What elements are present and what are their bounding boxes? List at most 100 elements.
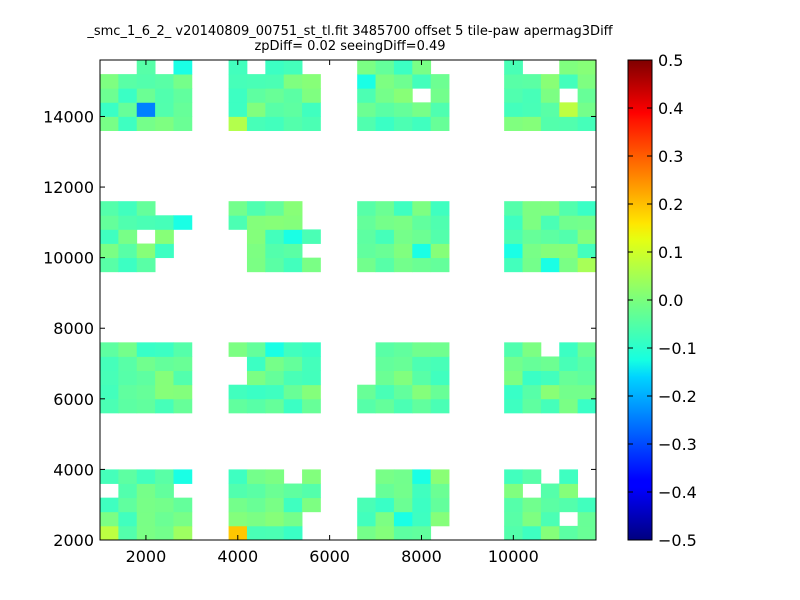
heatmap-cell xyxy=(412,483,432,499)
heatmap-cell xyxy=(265,384,285,400)
heatmap-cell xyxy=(559,384,579,400)
heatmap-cell xyxy=(246,398,266,414)
heatmap-cell xyxy=(559,398,579,414)
heatmap-cell xyxy=(559,102,579,117)
heatmap-cell xyxy=(504,215,523,230)
heatmap-cell xyxy=(246,257,266,273)
heatmap-cell xyxy=(155,243,174,259)
heatmap-cell xyxy=(136,60,156,75)
heatmap-cell xyxy=(393,88,413,103)
heatmap-cell xyxy=(246,229,266,244)
heatmap-cell xyxy=(559,257,579,273)
heatmap-cell xyxy=(577,201,596,216)
heatmap-cell xyxy=(504,370,523,386)
x-tick-label: 2000 xyxy=(126,547,167,566)
colorbar-tick-label: 0.0 xyxy=(658,291,683,310)
heatmap-cell xyxy=(136,511,156,527)
heatmap-cell xyxy=(118,257,138,273)
heatmap-cell xyxy=(265,469,285,484)
heatmap-cell xyxy=(155,356,174,371)
heatmap-cell xyxy=(504,342,523,357)
heatmap-cell xyxy=(136,370,156,386)
heatmap-cell xyxy=(559,215,579,230)
heatmap-cell xyxy=(302,356,321,371)
heatmap-cell xyxy=(559,116,579,131)
heatmap-cell xyxy=(522,102,542,117)
heatmap-cell xyxy=(283,525,303,540)
x-tick-label: 8000 xyxy=(401,547,442,566)
heatmap-cell xyxy=(265,229,285,244)
heatmap-cell xyxy=(393,525,413,540)
heatmap-cell xyxy=(302,469,321,484)
heatmap-cell xyxy=(559,525,579,540)
heatmap-cell xyxy=(173,356,193,371)
heatmap-cell xyxy=(522,229,542,244)
heatmap-cell xyxy=(228,511,248,527)
heatmap-cell xyxy=(504,102,523,117)
heatmap-cell xyxy=(522,497,542,513)
heatmap-cell xyxy=(540,74,560,89)
heatmap-cell xyxy=(393,243,413,259)
heatmap-cell xyxy=(228,201,248,216)
heatmap-cell xyxy=(375,215,395,230)
heatmap-cell xyxy=(522,215,542,230)
heatmap-cell xyxy=(173,384,193,400)
heatmap-cell xyxy=(155,483,174,499)
heatmap-cell xyxy=(265,370,285,386)
heatmap-cell xyxy=(504,469,523,484)
heatmap-cell xyxy=(136,88,156,103)
heatmap-cell xyxy=(246,201,266,216)
heatmap-cell xyxy=(265,116,285,131)
heatmap-cell xyxy=(559,497,579,513)
heatmap-cell xyxy=(430,243,450,259)
heatmap-cell xyxy=(577,342,596,357)
heatmap-cell xyxy=(302,398,321,414)
y-tick-label: 8000 xyxy=(53,319,94,338)
heatmap-cell xyxy=(136,356,156,371)
heatmap-cell xyxy=(136,398,156,414)
heatmap-cell xyxy=(265,525,285,540)
heatmap-cell xyxy=(430,469,450,484)
heatmap-cell xyxy=(504,88,523,103)
heatmap-cell xyxy=(375,60,395,75)
heatmap-cell xyxy=(136,215,156,230)
y-tick-label: 6000 xyxy=(53,390,94,409)
colorbar-tick-label: 0.5 xyxy=(658,51,683,70)
x-axis: 2000 4000 6000 8000 10000 xyxy=(126,60,539,566)
heatmap-cell xyxy=(283,356,303,371)
heatmap-cell xyxy=(302,229,321,244)
heatmap-cell xyxy=(173,511,193,527)
colorbar-ticks: 0.5 0.4 0.3 0.2 0.1 0.0 −0.1 −0.2 −0.3 −0.4 −0.5 xyxy=(628,51,697,550)
heatmap-cell xyxy=(540,116,560,131)
heatmap-cell xyxy=(522,398,542,414)
heatmap-cell xyxy=(504,511,523,527)
heatmap-cell xyxy=(118,511,138,527)
heatmap-cell xyxy=(577,370,596,386)
x-tick-label: 4000 xyxy=(217,547,258,566)
heatmap-cell xyxy=(155,88,174,103)
heatmap-cell xyxy=(412,201,432,216)
heatmap-cell xyxy=(136,384,156,400)
heatmap-cell xyxy=(430,342,450,357)
heatmap-cell xyxy=(283,398,303,414)
heatmap-cell xyxy=(522,243,542,259)
y-axis: 2000 4000 6000 8000 10000 12000 14000 xyxy=(43,107,596,550)
heatmap-cell xyxy=(540,511,560,527)
heatmap-cell xyxy=(283,370,303,386)
heatmap-cell xyxy=(228,525,248,540)
heatmap-cell xyxy=(412,243,432,259)
heatmap-cell xyxy=(430,74,450,89)
heatmap-cell xyxy=(136,243,156,259)
heatmap-cell xyxy=(118,483,138,499)
heatmap-cell xyxy=(100,201,119,216)
heatmap-cell xyxy=(118,74,138,89)
heatmap-cell xyxy=(100,74,119,89)
heatmap-cell xyxy=(430,201,450,216)
heatmap-cell xyxy=(118,469,138,484)
heatmap-cell xyxy=(540,201,560,216)
heatmap-cell xyxy=(393,229,413,244)
heatmap-cell xyxy=(559,243,579,259)
heatmap-cell xyxy=(540,257,560,273)
heatmap-cell xyxy=(577,215,596,230)
